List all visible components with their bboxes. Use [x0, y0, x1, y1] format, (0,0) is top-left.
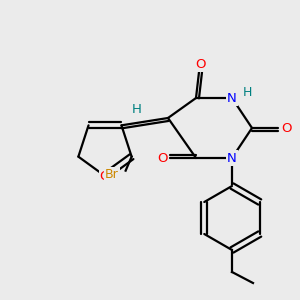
Text: N: N: [227, 152, 237, 164]
Text: O: O: [157, 152, 167, 164]
Text: H: H: [242, 86, 252, 100]
Text: O: O: [100, 169, 110, 182]
Text: O: O: [281, 122, 291, 134]
Text: H: H: [132, 103, 142, 116]
Text: Br: Br: [105, 168, 118, 181]
Text: O: O: [196, 58, 206, 70]
Text: N: N: [227, 92, 237, 104]
